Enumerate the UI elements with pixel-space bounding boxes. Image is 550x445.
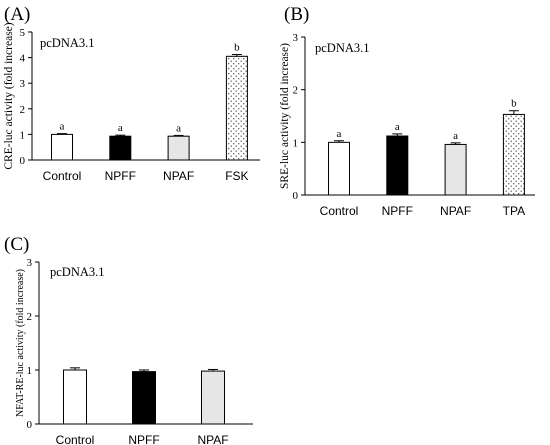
significance-letter: a [395, 121, 400, 133]
bar [167, 135, 190, 161]
panel-label: (A) [4, 4, 30, 25]
bar [386, 135, 409, 196]
category-label: NPAF [197, 433, 228, 445]
significance-letter: a [453, 130, 458, 142]
category-label: NPFF [105, 169, 136, 183]
panel-label: (C) [4, 234, 29, 255]
bar [51, 133, 73, 161]
bar [502, 113, 525, 196]
significance-letter: a [118, 122, 123, 134]
y-tick-label: 2 [27, 311, 33, 323]
y-tick-label: 2 [20, 104, 26, 116]
category-label: NPFF [128, 433, 159, 445]
panel-label: (B) [284, 4, 309, 25]
significance-letter: b [234, 42, 240, 54]
chart-panel: (B) pcDNA3.1 SRE-luc activity (fold increa… [279, 4, 535, 218]
y-tick-label: 4 [20, 53, 26, 65]
bar [328, 141, 350, 196]
y-tick-label: 1 [20, 129, 26, 141]
bar [444, 143, 467, 196]
y-tick-label: 0 [293, 190, 299, 202]
y-tick-label: 1 [27, 365, 33, 377]
category-label: TPA [503, 204, 525, 218]
category-label: Control [43, 169, 82, 183]
y-tick-label: 3 [293, 32, 299, 44]
bar [132, 371, 156, 425]
category-label: Control [320, 204, 359, 218]
chart-panel: (C) pcDNA3.1 NFAT-RE-luc activity (fold in… [4, 234, 253, 445]
chart-panel: (A) pcDNA3.1 CRE-luc activity (fold increa… [3, 4, 260, 183]
category-label: NPFF [382, 204, 413, 218]
chart-title: pcDNA3.1 [40, 36, 95, 50]
y-axis-label: CRE-luc activity (fold increase) [3, 22, 15, 169]
category-label: NPAF [440, 204, 471, 218]
bar [63, 369, 87, 425]
category-label: FSK [225, 169, 248, 183]
y-axis-label: SRE-luc activity (fold increase) [279, 43, 291, 189]
category-label: Control [56, 433, 95, 445]
bar [109, 135, 132, 161]
significance-letter: a [60, 121, 65, 133]
y-tick-label: 5 [20, 27, 26, 39]
category-label: NPAF [163, 169, 194, 183]
y-tick-label: 0 [20, 155, 26, 167]
bar [225, 55, 248, 161]
y-tick-label: 3 [27, 257, 33, 269]
chart-title: pcDNA3.1 [315, 41, 370, 55]
y-axis-label: NFAT-RE-luc activity (fold increase) [15, 269, 26, 417]
significance-letter: a [176, 122, 181, 134]
bar [201, 370, 225, 425]
y-tick-label: 3 [20, 78, 26, 90]
chart-title: pcDNA3.1 [50, 265, 105, 279]
significance-letter: b [511, 98, 517, 110]
y-tick-label: 0 [27, 419, 33, 431]
y-tick-label: 1 [293, 137, 299, 149]
significance-letter: a [337, 128, 342, 140]
y-tick-label: 2 [293, 85, 299, 97]
